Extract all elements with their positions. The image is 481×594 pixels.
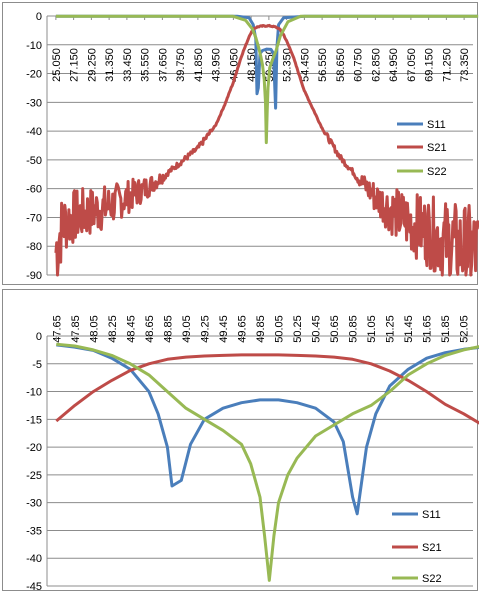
y-tick-label: -20 [26,69,42,81]
series-line-S21 [54,23,479,277]
x-tick-label: 27.150 [69,48,81,82]
x-tick-label: 49.45 [218,315,230,343]
x-tick-label: 54.450 [299,48,311,82]
series-line-S22 [55,14,479,145]
bottom-chart: 0 -5 -10 -15 -20 -25 -30 -35 -40 -45 47.65 47.85 48.… [26,315,479,592]
x-tick-label: 51.65 [422,315,434,343]
y-tick-label: -30 [26,97,42,109]
x-tick-label: 73.350 [459,48,471,82]
x-tick-label: 49.25 [199,315,211,343]
x-tick-label: 48.05 [88,315,100,343]
x-tick-label: 25.050 [51,48,63,82]
x-tick-label: 48.65 [144,315,156,343]
x-tick-label: 29.250 [86,48,98,82]
y-tick-label: -80 [26,241,42,253]
y-tick-label: -45 [26,581,42,592]
legend-label-S22: S22 [422,573,442,585]
x-tick-label: 49.85 [255,315,267,343]
y-tick-label: -30 [26,498,42,510]
x-tick-label: 50.85 [348,315,360,343]
x-tick-label: 37.650 [157,48,169,82]
x-tick-label: 49.05 [181,315,193,343]
y-tick-label: 0 [36,11,42,23]
x-tick-label: 60.750 [353,48,365,82]
x-tick-label: 51.45 [403,315,415,343]
x-tick-label: 48.45 [125,315,137,343]
x-tick-label: 62.850 [370,48,382,82]
legend-label-S21: S21 [422,542,442,554]
x-tick-label: 50.05 [274,315,286,343]
series-line-S21 [55,353,479,425]
x-tick-label: 58.650 [335,48,347,82]
legend-label-S22: S22 [427,166,447,178]
x-tick-label: 52.350 [282,48,294,82]
x-tick-label: 67.050 [406,48,418,82]
bottom-chart-panel: 0 -5 -10 -15 -20 -25 -30 -35 -40 -45 47.65 47.85 48.… [2,289,479,592]
x-tick-label: 48.25 [107,315,119,343]
x-tick-label: 50.45 [311,315,323,343]
y-tick-label: -20 [26,442,42,454]
y-tick-label: -10 [26,40,42,52]
x-tick-label: 33.450 [122,48,134,82]
y-tick-label: -70 [26,212,42,224]
x-tick-label: 51.85 [440,315,452,343]
y-tick-label: -35 [26,525,42,537]
x-tick-label: 51.05 [366,315,378,343]
x-tick-label: 49.65 [236,315,248,343]
x-tick-label: 43.950 [211,48,223,82]
y-tick-label: -25 [26,470,42,482]
x-tick-label: 71.250 [441,48,453,82]
y-tick-label: -90 [26,270,42,282]
legend-label-S11: S11 [422,509,441,521]
series-line-S11 [56,343,479,516]
x-tick-label: 47.65 [51,315,63,343]
top-chart-panel: 0 -10 -20 -30 -40 -50 -60 -70 -80 -90 25.050 27.150… [2,2,479,285]
series-line-S22 [56,342,479,582]
y-tick-label: -50 [26,155,42,167]
y-tick-label: -15 [26,414,42,426]
legend-label-S21: S21 [427,142,447,154]
x-tick-label: 31.350 [104,48,116,82]
x-tick-label: 41.850 [193,48,205,82]
y-tick-label: -10 [26,387,42,399]
x-tick-label: 39.750 [175,48,187,82]
y-tick-label: -5 [32,359,42,371]
x-tick-label: 56.550 [317,48,329,82]
y-tick-label: -40 [26,126,42,138]
x-tick-label: 69.150 [424,48,436,82]
x-tick-label: 51.25 [385,315,397,343]
x-tick-label: 50.25 [292,315,304,343]
legend-label-S11: S11 [427,119,446,131]
x-tick-label: 64.950 [388,48,400,82]
top-chart: 0 -10 -20 -30 -40 -50 -60 -70 -80 -90 25.050 27.150… [26,11,479,282]
series-line-S11 [55,14,479,110]
x-tick-label: 50.65 [329,315,341,343]
x-tick-label: 47.85 [70,315,82,343]
x-tick-label: 48.85 [162,315,174,343]
x-tick-label: 35.550 [140,48,152,82]
y-tick-label: -60 [26,184,42,196]
x-tick-label: 52.05 [459,315,471,343]
y-tick-label: -40 [26,553,42,565]
y-tick-label: 0 [36,331,42,343]
